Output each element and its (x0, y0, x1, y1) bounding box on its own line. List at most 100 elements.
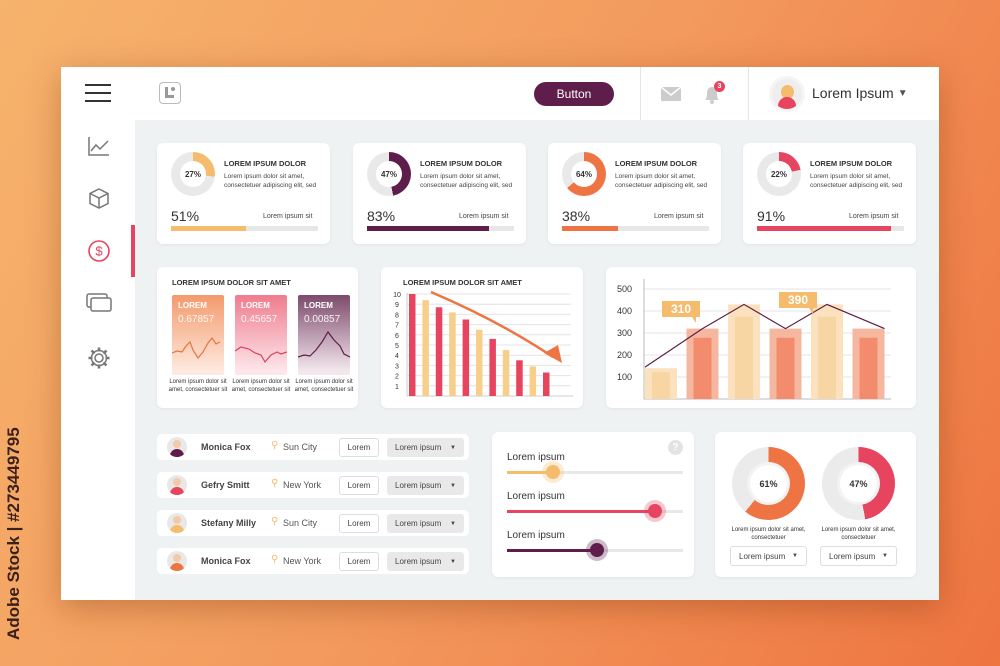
person-row: Monica Fox ⚲ Sun City Lorem Lorem ipsum ▼ (157, 434, 469, 460)
ticker-tile[interactable]: LOREM 0.45657 (235, 295, 287, 375)
person-avatar (167, 437, 187, 457)
primary-button[interactable]: Button (534, 82, 614, 106)
bar (529, 366, 537, 396)
value-callout: 390 (779, 292, 817, 314)
stat-caption: Lorem ipsum sit (263, 213, 313, 220)
row-button[interactable]: Lorem (339, 476, 379, 495)
location-pin-icon: ⚲ (271, 478, 279, 489)
bar (502, 350, 510, 396)
divider (748, 67, 749, 120)
stat-card: 27% LOREM IPSUM DOLOR Lorem ipsum dolor … (157, 143, 330, 244)
y-tick-label: 6 (395, 333, 399, 340)
cards-icon[interactable] (86, 292, 112, 314)
bar-inner (776, 337, 795, 399)
ticker-value: 0.00857 (304, 314, 341, 325)
slider-label: Lorem ipsum (507, 452, 565, 463)
donut-label: 61% (750, 465, 787, 502)
caret-down-icon: ▼ (450, 558, 456, 565)
bar (489, 338, 496, 396)
slider-thumb[interactable] (589, 543, 604, 557)
slider-thumb[interactable] (647, 504, 662, 518)
row-button[interactable]: Lorem (339, 514, 379, 533)
ticker-caption: Lorem ipsum dolor sit amet, consectetuer… (294, 379, 354, 393)
y-tick-label: 2 (395, 374, 399, 381)
progress-donut: 27% (171, 152, 215, 196)
select-value: Lorem ipsum (829, 551, 876, 561)
stat-desc: Lorem ipsum dolor sit amet, consectetuer… (420, 173, 513, 189)
y-tick-label: 3 (395, 363, 399, 370)
ticker-tile[interactable]: LOREM 0.00857 (298, 295, 350, 375)
y-tick-label: 5 (395, 343, 399, 350)
row-select[interactable]: Lorem ipsum ▼ (387, 514, 464, 533)
person-city: Sun City (283, 518, 318, 528)
y-tick-label: 400 (617, 306, 632, 316)
hamburger-menu-icon[interactable] (85, 84, 111, 102)
select-value: Lorem ipsum (395, 519, 442, 528)
value-callout: 310 (662, 301, 700, 323)
stat-caption: Lorem ipsum sit (849, 213, 899, 220)
ticker-caption: Lorem ipsum dolor sit amet, consectetuer… (231, 379, 291, 393)
donut-select[interactable]: Lorem ipsum ▼ (820, 546, 897, 566)
y-tick-label: 1 (395, 384, 399, 391)
slider-track[interactable] (507, 510, 683, 513)
ticker-value: 0.67857 (178, 314, 215, 325)
stat-title: LOREM IPSUM DOLOR (615, 159, 698, 168)
person-avatar (167, 475, 187, 495)
bar (435, 307, 443, 396)
logo-icon (159, 82, 181, 104)
ticker-card: LOREM IPSUM DOLOR SIT AMET LOREM 0.67857… (157, 267, 358, 408)
stat-title: LOREM IPSUM DOLOR (420, 159, 503, 168)
progress-bar (367, 226, 514, 231)
box-icon[interactable] (88, 187, 110, 209)
dashboard-window: $ Button 3 Lorem Ipsum ▼ 27% LOREM IPSUM … (61, 67, 939, 600)
row-select[interactable]: Lorem ipsum ▼ (387, 552, 464, 571)
bar-inner (818, 316, 836, 399)
stat-desc: Lorem ipsum dolor sit amet, consectetuer… (224, 173, 317, 189)
user-avatar[interactable] (769, 76, 805, 112)
ticker-caption: Lorem ipsum dolor sit amet, consectetuer… (168, 379, 228, 393)
stat-value: 91% (757, 208, 786, 224)
ticker-tile[interactable]: LOREM 0.67857 (172, 295, 224, 375)
dollar-icon[interactable]: $ (87, 239, 111, 263)
bar (516, 360, 523, 396)
progress-donut: 64% (562, 152, 606, 196)
bar-inner (859, 337, 878, 399)
card-title: LOREM IPSUM DOLOR SIT AMET (172, 278, 291, 287)
stat-caption: Lorem ipsum sit (459, 213, 509, 220)
y-tick-label: 9 (395, 302, 399, 309)
slider-track[interactable] (507, 471, 683, 474)
donut-select[interactable]: Lorem ipsum ▼ (730, 546, 807, 566)
line-chart-icon[interactable] (87, 135, 111, 157)
row-select[interactable]: Lorem ipsum ▼ (387, 438, 464, 457)
stat-caption: Lorem ipsum sit (654, 213, 704, 220)
caret-down-icon: ▼ (450, 444, 456, 451)
slider-thumb[interactable] (545, 465, 560, 479)
person-name: Monica Fox (201, 442, 251, 452)
person-avatar (167, 513, 187, 533)
location-pin-icon: ⚲ (271, 440, 279, 451)
svg-text:390: 390 (788, 293, 808, 307)
row-button[interactable]: Lorem (339, 438, 379, 457)
mail-icon[interactable] (661, 87, 681, 101)
caret-down-icon: ▼ (450, 482, 456, 489)
bar (422, 300, 429, 396)
user-name: Lorem Ipsum (812, 85, 894, 101)
y-tick-label: 300 (617, 328, 632, 338)
progress-bar (171, 226, 318, 231)
user-menu[interactable]: Lorem Ipsum ▼ (812, 85, 908, 101)
stat-card: 64% LOREM IPSUM DOLOR Lorem ipsum dolor … (548, 143, 721, 244)
combo-chart-card: 100 200 300 400 500 310 390 (606, 267, 916, 408)
caret-down-icon: ▼ (897, 87, 908, 99)
row-select[interactable]: Lorem ipsum ▼ (387, 476, 464, 495)
settings-gear-icon[interactable] (87, 346, 111, 370)
svg-text:310: 310 (671, 302, 691, 316)
help-icon[interactable]: ? (668, 440, 683, 455)
stat-value: 83% (367, 208, 396, 224)
person-row: Gefry Smitt ⚲ New York Lorem Lorem ipsum… (157, 472, 469, 498)
bar (409, 294, 416, 396)
row-button[interactable]: Lorem (339, 552, 379, 571)
donut-label: 47% (376, 161, 402, 187)
person-row: Stefany Milly ⚲ Sun City Lorem Lorem ips… (157, 510, 469, 536)
person-city: New York (283, 480, 322, 490)
top-header: Button 3 Lorem Ipsum ▼ (135, 67, 939, 120)
